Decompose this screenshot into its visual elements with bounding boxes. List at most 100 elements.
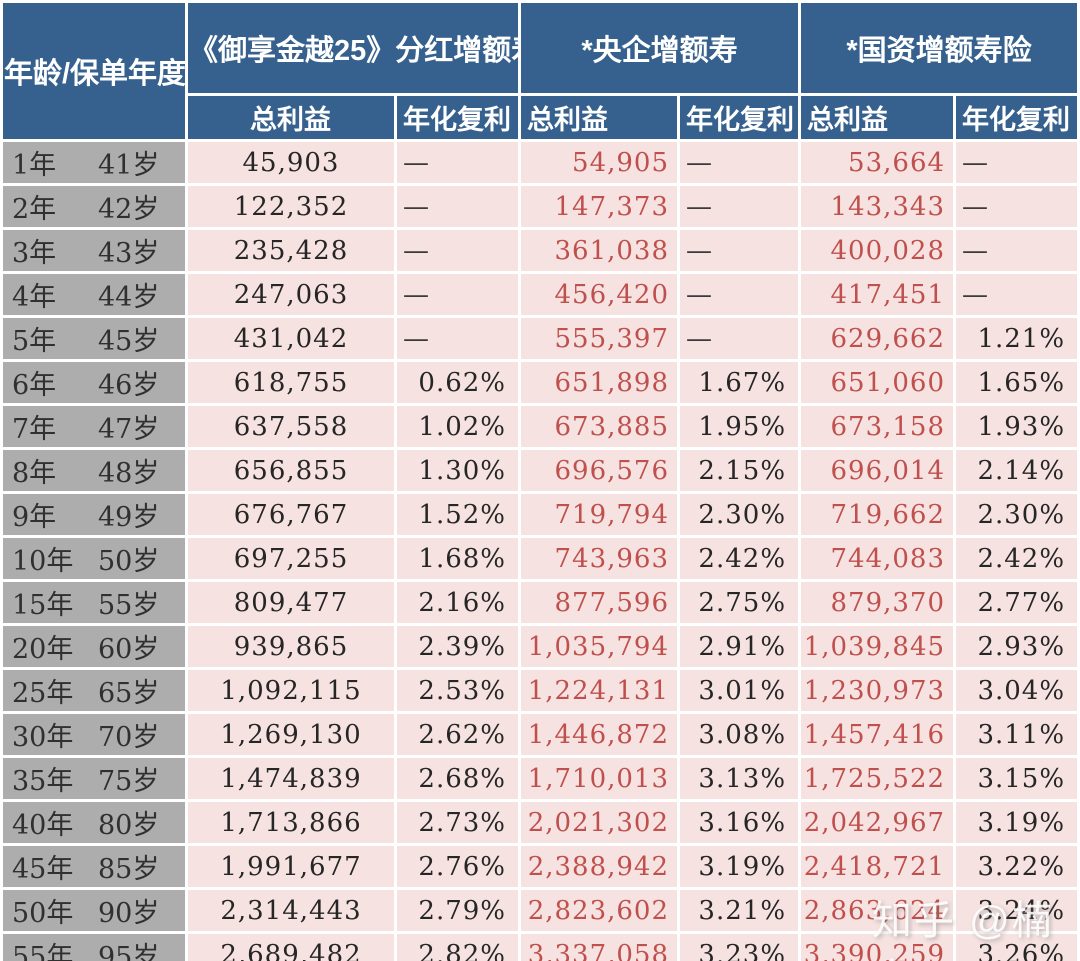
yuxiang-annual-rate-cell: 2.39% — [397, 626, 519, 667]
yuxiang-annual-rate-cell: 1.02% — [397, 406, 519, 447]
guozi-total-benefit-cell: 629,662 — [801, 318, 954, 359]
yuxiang-total-benefit-cell: 2,689,482 — [188, 934, 394, 961]
subheader-annual-rate-1: 年化复利 — [397, 96, 519, 139]
age-label: 41岁 — [98, 150, 160, 181]
guozi-total-benefit-cell: 1,457,416 — [801, 714, 954, 755]
policy-year-label: 25年 — [12, 678, 74, 709]
policy-year-label: 20年 — [12, 634, 74, 665]
yuxiang-total-benefit-cell: 1,713,866 — [188, 802, 394, 843]
product-header-yangqi: *央企增额寿 — [521, 3, 799, 93]
yuxiang-annual-rate-cell: 2.62% — [397, 714, 519, 755]
guozi-total-benefit-cell: 651,060 — [801, 362, 954, 403]
table-row: 5年 45岁 431,042—555,397—629,662 1.21% — [3, 318, 1078, 359]
yangqi-annual-rate-cell: 3.21% — [680, 890, 799, 931]
yangqi-total-benefit-cell: 651,898 — [521, 362, 678, 403]
subheader-total-benefit-2: 总利益 — [521, 96, 678, 139]
yangqi-total-benefit-cell: 696,576 — [521, 450, 678, 491]
yangqi-annual-rate-cell: — — [680, 142, 799, 183]
guozi-annual-rate-cell: 3.11% — [956, 714, 1078, 755]
yangqi-total-benefit-cell: 2,021,302 — [521, 802, 678, 843]
subheader-total-benefit-3: 总利益 — [801, 96, 954, 139]
yuxiang-total-benefit-cell: 939,865 — [188, 626, 394, 667]
yuxiang-total-benefit-cell: 235,428 — [188, 230, 394, 271]
policy-year-label: 2年 — [12, 194, 57, 225]
yangqi-annual-rate-cell: 3.08% — [680, 714, 799, 755]
table-row: 4年 44岁 247,063—456,420—417,451— — [3, 274, 1078, 315]
guozi-annual-rate-cell: — — [956, 230, 1078, 271]
guozi-total-benefit-cell: 673,158 — [801, 406, 954, 447]
guozi-annual-rate-cell: 3.22% — [956, 846, 1078, 887]
policy-year-age-cell: 7年 47岁 — [3, 406, 185, 447]
yuxiang-total-benefit-cell: 697,255 — [188, 538, 394, 579]
table-row: 7年 47岁 637,558 1.02% 673,885 1.95% 673,158 1.93… — [3, 406, 1078, 447]
age-label: 42岁 — [98, 194, 160, 225]
yangqi-annual-rate-cell: 2.75% — [680, 582, 799, 623]
yangqi-annual-rate-cell: 3.19% — [680, 846, 799, 887]
policy-year-age-cell: 40年 80岁 — [3, 802, 185, 843]
age-label: 85岁 — [98, 854, 160, 885]
yuxiang-annual-rate-cell: 2.82% — [397, 934, 519, 961]
guozi-total-benefit-cell: 143,343 — [801, 186, 954, 227]
age-label: 60岁 — [98, 634, 160, 665]
product-header-yuxiangjinyue25: 《御享金越25》分红增额寿 — [188, 3, 519, 93]
yuxiang-total-benefit-cell: 618,755 — [188, 362, 394, 403]
yangqi-total-benefit-cell: 877,596 — [521, 582, 678, 623]
yuxiang-total-benefit-cell: 431,042 — [188, 318, 394, 359]
yangqi-total-benefit-cell: 2,388,942 — [521, 846, 678, 887]
yuxiang-annual-rate-cell: 2.16% — [397, 582, 519, 623]
yangqi-total-benefit-cell: 555,397 — [521, 318, 678, 359]
yangqi-annual-rate-cell: 1.67% — [680, 362, 799, 403]
guozi-annual-rate-cell: — — [956, 186, 1078, 227]
policy-year-label: 5年 — [12, 326, 57, 357]
guozi-total-benefit-cell: 1,725,522 — [801, 758, 954, 799]
policy-year-label: 15年 — [12, 590, 74, 621]
policy-year-age-cell: 5年 45岁 — [3, 318, 185, 359]
guozi-annual-rate-cell: 2.77% — [956, 582, 1078, 623]
yuxiang-total-benefit-cell: 247,063 — [188, 274, 394, 315]
table-row: 25年 65岁 1,092,115 2.53% 1,224,131 3.01% 1,230,… — [3, 670, 1078, 711]
yuxiang-annual-rate-cell: — — [397, 186, 519, 227]
yangqi-annual-rate-cell: — — [680, 186, 799, 227]
yangqi-total-benefit-cell: 1,224,131 — [521, 670, 678, 711]
yuxiang-total-benefit-cell: 1,474,839 — [188, 758, 394, 799]
policy-year-label: 8年 — [12, 458, 57, 489]
yangqi-annual-rate-cell: — — [680, 274, 799, 315]
yuxiang-total-benefit-cell: 637,558 — [188, 406, 394, 447]
guozi-total-benefit-cell: 2,418,721 — [801, 846, 954, 887]
age-label: 44岁 — [98, 282, 160, 313]
yuxiang-total-benefit-cell: 1,991,677 — [188, 846, 394, 887]
table-row: 9年 49岁 676,767 1.52% 719,794 2.30% 719,662 2.30… — [3, 494, 1078, 535]
age-label: 46岁 — [98, 370, 160, 401]
guozi-annual-rate-cell: 1.65% — [956, 362, 1078, 403]
table-row: 15年 55岁 809,477 2.16% 877,596 2.75% 879,370 2.7… — [3, 582, 1078, 623]
yuxiang-total-benefit-cell: 2,314,443 — [188, 890, 394, 931]
guozi-annual-rate-cell: 2.30% — [956, 494, 1078, 535]
age-label: 80岁 — [98, 810, 160, 841]
policy-year-label: 3年 — [12, 238, 57, 269]
age-label: 45岁 — [98, 326, 160, 357]
policy-year-age-cell: 2年 42岁 — [3, 186, 185, 227]
yangqi-annual-rate-cell: 3.16% — [680, 802, 799, 843]
yuxiang-annual-rate-cell: — — [397, 230, 519, 271]
policy-year-label: 45年 — [12, 854, 74, 885]
table-row: 1年 41岁 45,903—54,905—53,664— — [3, 142, 1078, 183]
guozi-annual-rate-cell: — — [956, 142, 1078, 183]
age-label: 75岁 — [98, 766, 160, 797]
yangqi-total-benefit-cell: 2,823,602 — [521, 890, 678, 931]
policy-year-label: 35年 — [12, 766, 74, 797]
yangqi-total-benefit-cell: 719,794 — [521, 494, 678, 535]
table-row: 45年 85岁 1,991,677 2.76% 2,388,942 3.19% 2,418,… — [3, 846, 1078, 887]
yuxiang-annual-rate-cell: — — [397, 318, 519, 359]
product-header-guozi: *国资增额寿险 — [801, 3, 1078, 93]
yuxiang-total-benefit-cell: 809,477 — [188, 582, 394, 623]
table-row: 55年 95岁 2,689,482 2.82% 3,337,058 3.23% 3,390,… — [3, 934, 1078, 961]
yangqi-total-benefit-cell: 1,710,013 — [521, 758, 678, 799]
guozi-annual-rate-cell: 3.15% — [956, 758, 1078, 799]
yangqi-annual-rate-cell: 2.15% — [680, 450, 799, 491]
age-label: 49岁 — [98, 502, 160, 533]
yangqi-annual-rate-cell: 3.23% — [680, 934, 799, 961]
policy-year-age-cell: 10年 50岁 — [3, 538, 185, 579]
guozi-annual-rate-cell: 1.93% — [956, 406, 1078, 447]
